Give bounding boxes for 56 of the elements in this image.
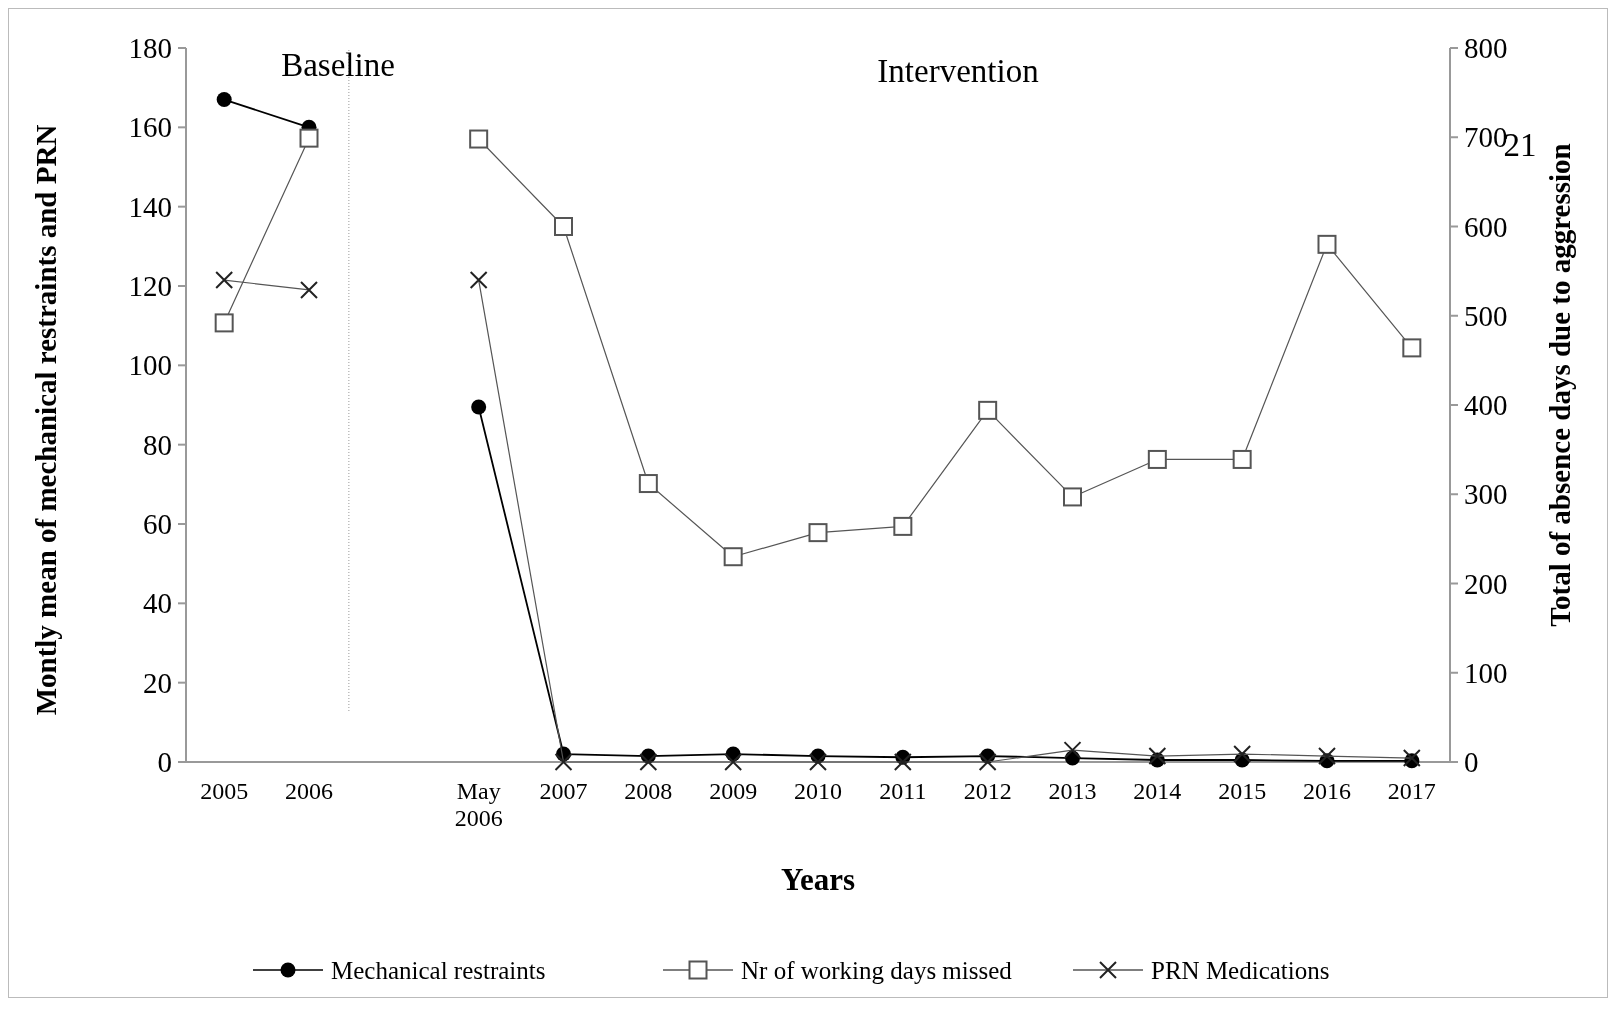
y-tick-label: 160 <box>128 111 172 144</box>
legend-label: Nr of working days missed <box>741 956 1013 984</box>
y-tick-label: 140 <box>128 190 172 223</box>
x-tick-label: 2010 <box>794 778 842 804</box>
x-tick-label: 2016 <box>1302 778 1351 804</box>
point <box>216 92 232 108</box>
x-tick-label: 2012 <box>963 778 1012 804</box>
y2-tick-label: 600 <box>1464 210 1508 243</box>
x-tick-label: 2011 <box>879 778 927 804</box>
point <box>638 474 658 494</box>
x-tick-label: 2005 <box>200 778 249 804</box>
y-tick-label: 120 <box>128 270 172 303</box>
point <box>978 400 998 420</box>
x-tick-label: 2006 <box>285 778 334 804</box>
x-tick-label: 2014 <box>1133 778 1182 804</box>
x-tick-label: May 2006 <box>454 778 503 831</box>
x-tick-label: 2015 <box>1218 778 1267 804</box>
y-axis-title: Montly mean of mechanical restraints and PRN <box>30 124 62 716</box>
point <box>723 547 743 567</box>
y-tick-label: 100 <box>128 349 172 382</box>
point <box>469 129 489 149</box>
y-tick-label: 80 <box>143 428 172 461</box>
y2-axis-title: Total of absence days due to aggression <box>1544 143 1576 627</box>
point <box>299 128 319 148</box>
point <box>1232 449 1252 469</box>
x-tick-label: 2017 <box>1387 778 1436 804</box>
x-tick-label: 2009 <box>709 778 758 804</box>
point <box>554 217 573 236</box>
x-axis-title: Years <box>780 862 856 897</box>
y2-tick-label: 500 <box>1464 299 1508 332</box>
point <box>1063 487 1082 507</box>
y-tick-label: 60 <box>143 508 172 541</box>
y2-tick-label: 800 <box>1464 32 1508 65</box>
y2-tick-label: 200 <box>1464 567 1508 600</box>
annotation: Baseline <box>281 47 395 83</box>
point <box>1317 234 1337 254</box>
y-tick-label: 180 <box>128 32 172 65</box>
legend-label: Mechanical restraints <box>331 956 546 984</box>
y2-tick-label: 100 <box>1464 656 1508 689</box>
point <box>808 523 828 543</box>
point <box>893 516 913 536</box>
y-tick-label: 40 <box>143 587 172 620</box>
point <box>1147 449 1167 469</box>
y2-tick-label: 0 <box>1464 746 1479 779</box>
x-tick-label: 2007 <box>539 778 588 804</box>
point <box>1402 338 1422 358</box>
y2-tick-label: 400 <box>1464 389 1508 422</box>
y2-tick-label: 300 <box>1464 478 1508 511</box>
x-tick-label: 2008 <box>624 778 673 804</box>
x-tick-label: 2013 <box>1048 778 1097 804</box>
y-tick-label: 0 <box>157 746 172 779</box>
legend-label: PRN Medications <box>1151 956 1330 984</box>
annotation: Intervention <box>877 53 1039 89</box>
point <box>471 399 487 415</box>
y-tick-label: 20 <box>143 666 172 699</box>
point <box>214 313 234 333</box>
